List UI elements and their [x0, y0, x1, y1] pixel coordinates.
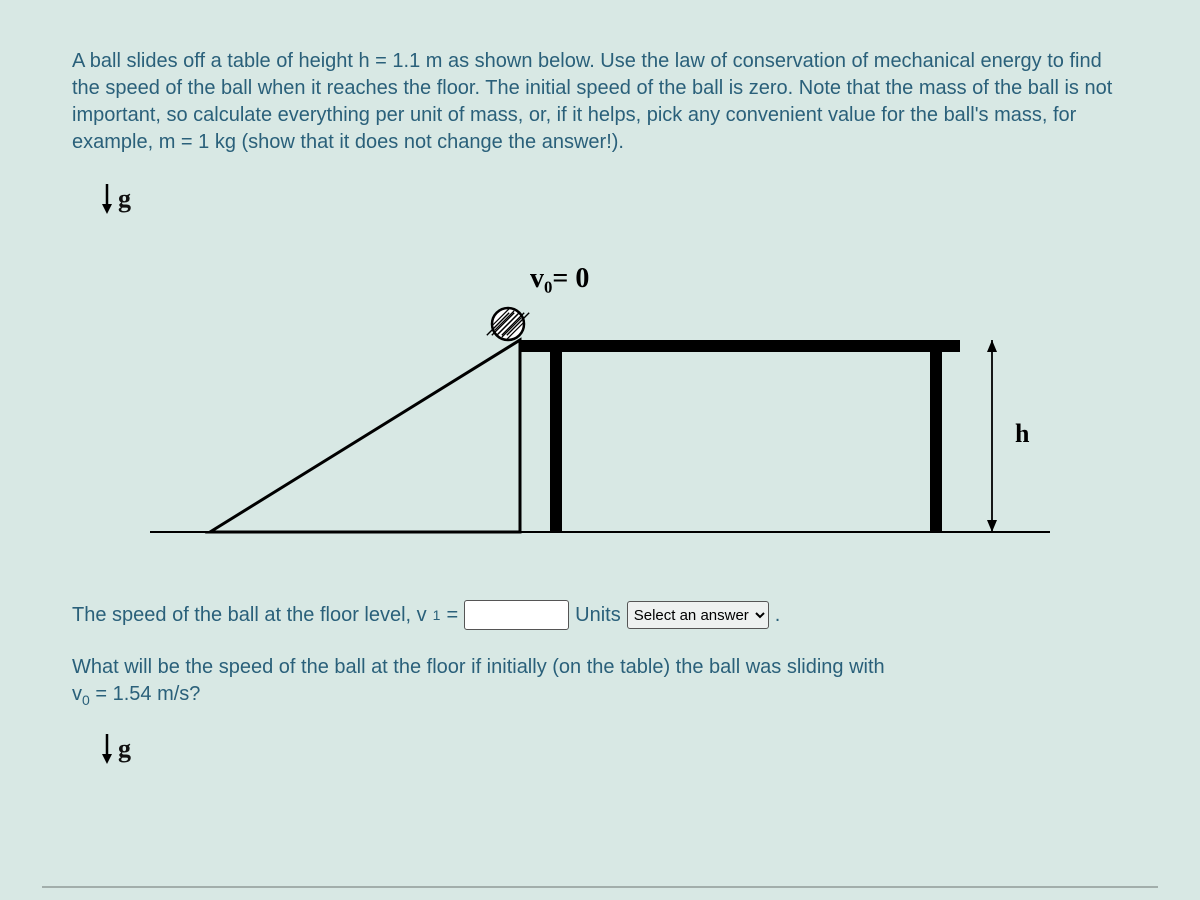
answer-sub: 1: [433, 607, 441, 623]
followup-v-sub: 0: [82, 692, 90, 708]
gravity-indicator-top: g: [100, 182, 131, 216]
units-label: Units: [575, 604, 621, 627]
followup-question: What will be the speed of the ball at th…: [72, 654, 1128, 710]
followup-v-rest: = 1.54 m/s?: [90, 683, 201, 705]
followup-line1: What will be the speed of the ball at th…: [72, 656, 885, 678]
answer-row-1: The speed of the ball at the floor level…: [72, 600, 1128, 630]
down-arrow-icon: [100, 732, 114, 766]
down-arrow-icon: [100, 182, 114, 216]
units-select[interactable]: Select an answer: [627, 601, 769, 629]
svg-text:h: h: [1015, 419, 1030, 448]
bottom-rule: [42, 886, 1158, 888]
answer-equals: =: [446, 604, 458, 627]
svg-text:v₀= 0: v₀= 0: [530, 263, 589, 294]
answer-prefix: The speed of the ball at the floor level…: [72, 604, 427, 627]
physics-diagram: v₀= 0 h: [130, 232, 1070, 572]
gravity-label: g: [118, 184, 131, 214]
gravity-label: g: [118, 734, 131, 764]
gravity-indicator-bottom: g: [100, 732, 131, 766]
followup-v-prefix: v: [72, 683, 82, 705]
speed-v1-input[interactable]: [464, 600, 569, 630]
answer-period: .: [775, 604, 781, 627]
problem-statement: A ball slides off a table of height h = …: [72, 48, 1128, 156]
